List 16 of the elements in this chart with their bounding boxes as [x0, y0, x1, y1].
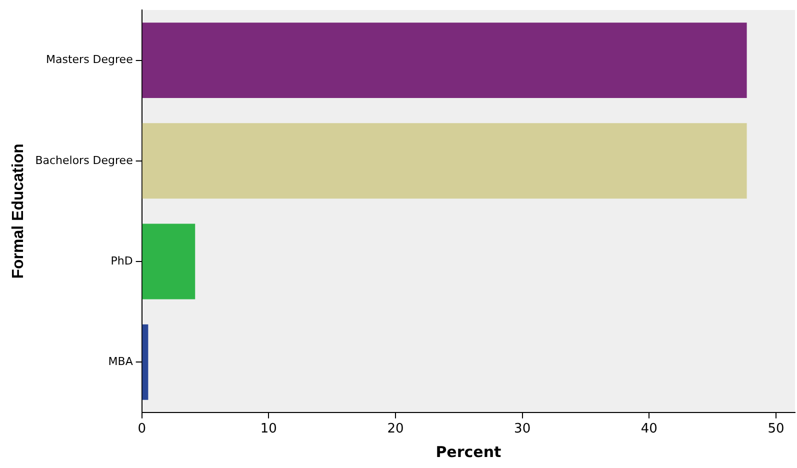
y-tick-label: Masters Degree	[46, 53, 134, 66]
x-tick-label: 50	[768, 422, 784, 437]
y-tick-label: PhD	[110, 254, 133, 268]
x-tick-label: 10	[260, 422, 277, 437]
x-axis-title: Percent	[436, 442, 502, 461]
y-tick-label: Bachelors Degree	[35, 154, 134, 167]
y-tick-label: MBA	[108, 354, 134, 368]
x-tick-label: 40	[640, 422, 658, 437]
x-tick-label: 20	[387, 422, 404, 437]
y-axis-title: Formal Education	[10, 144, 28, 279]
bar	[142, 324, 148, 400]
x-tick-label: 30	[514, 422, 531, 437]
bar	[142, 224, 196, 300]
bar	[142, 22, 747, 98]
x-tick-label: 0	[138, 422, 146, 437]
bar	[142, 123, 747, 199]
